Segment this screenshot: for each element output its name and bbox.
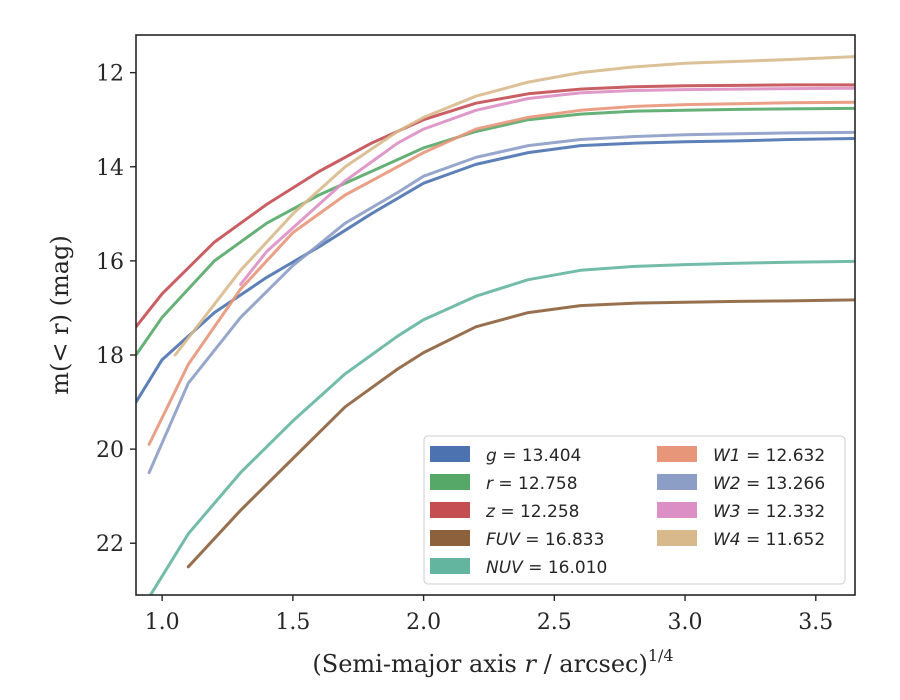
series-line-w4 (173, 55, 855, 357)
legend-label-w3: W3 = 12.332 (713, 502, 825, 522)
y-tick-label: 22 (96, 532, 124, 557)
x-tick-label: 2.0 (406, 610, 441, 635)
series-line-w1 (147, 100, 855, 446)
legend-swatch-w1 (657, 446, 697, 462)
legend-label-w4: W4 = 11.652 (713, 530, 825, 550)
x-tick-label: 3.0 (668, 610, 703, 635)
series-line-fuv (186, 298, 855, 569)
legend-swatch-g (430, 446, 470, 462)
x-tick-label: 2.5 (537, 610, 572, 635)
legend-swatch-r (430, 474, 470, 490)
y-tick-label: 14 (96, 156, 124, 181)
y-tick-label: 18 (96, 344, 124, 369)
legend-label-nuv: NUV = 16.010 (486, 558, 607, 578)
legend-label-fuv: FUV = 16.833 (486, 530, 604, 550)
series-layer (136, 55, 855, 595)
legend: g = 13.404 r = 12.758 z = 12.258 FUV = 16.8… (423, 435, 846, 585)
legend-label-w2: W2 = 13.266 (713, 474, 825, 494)
legend-swatch-w2 (657, 474, 697, 490)
x-tick-label: 1.5 (275, 610, 310, 635)
series-line-r (136, 106, 855, 357)
x-tick-label: 3.5 (798, 610, 833, 635)
legend-swatch-nuv (430, 558, 470, 574)
legend-label-r: r = 12.758 (486, 474, 578, 494)
y-axis-ticks: 12 14 16 18 20 22 (96, 62, 136, 557)
legend-label-w1: W1 = 12.632 (713, 446, 825, 466)
x-tick-label: 1.0 (145, 610, 180, 635)
series-line-w3 (239, 86, 855, 286)
y-axis-label: m(< r) (mag) (46, 235, 74, 394)
plot-frame (135, 34, 856, 596)
legend-label-g: g = 13.404 (486, 446, 581, 466)
x-axis-label: (Semi-major axis r / arcsec)1/4 (312, 646, 673, 678)
y-tick-label: 16 (96, 250, 124, 275)
legend-frame (423, 435, 846, 585)
series-line-z (136, 83, 855, 329)
x-axis-ticks: 1.0 1.5 2.0 2.5 3.0 3.5 (145, 595, 833, 635)
legend-swatch-fuv (430, 530, 470, 546)
y-tick-label: 20 (96, 438, 124, 463)
y-tick-label: 12 (96, 62, 124, 87)
series-line-w2 (147, 130, 855, 475)
legend-swatch-z (430, 502, 470, 518)
legend-label-z: z = 12.258 (485, 502, 579, 522)
series-line-nuv (148, 259, 855, 595)
legend-swatch-w3 (657, 502, 697, 518)
legend-swatch-w4 (657, 530, 697, 546)
